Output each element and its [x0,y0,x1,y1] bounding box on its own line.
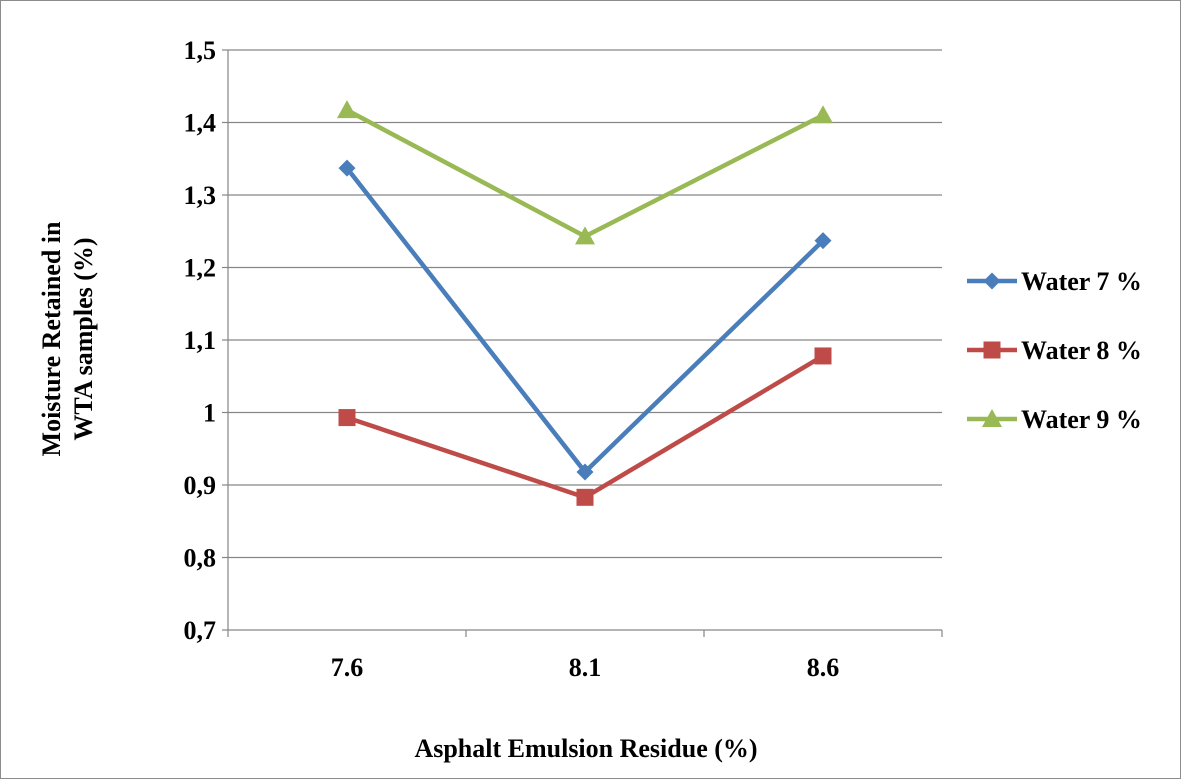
legend-label: Water 8 % [1021,336,1142,365]
x-tick-labels: 7.6 8.1 8.6 [331,653,840,682]
x-tick-label: 7.6 [331,653,364,682]
legend-label: Water 7 % [1021,267,1142,296]
y-tick-label: 0,9 [184,471,217,500]
data-point [814,232,832,250]
y-tick-label: 0,8 [184,544,217,573]
x-axis-title: Asphalt Emulsion Residue (%) [414,734,757,763]
series-line [345,166,825,475]
legend-marker [983,272,1001,290]
series-line [345,108,825,239]
data-point [575,226,595,245]
data-point [337,100,357,119]
y-tick-label: 1,2 [184,254,217,283]
y-tick-label: 1,5 [184,36,217,65]
axes [222,49,943,637]
y-axis-title-line-1: Moisture Retained in [37,221,66,456]
series-group [337,100,833,506]
legend: Water 7 % Water 8 % Water 9 % [967,267,1142,434]
gridlines [228,49,942,559]
y-axis-title: Moisture Retained in WTA samples (%) [37,221,98,456]
data-point [576,488,594,506]
y-tick-label: 1,1 [184,326,217,355]
data-point [576,463,594,481]
y-tick-label: 1,4 [184,109,217,138]
y-tick-label: 1 [203,399,216,428]
data-point [338,159,356,177]
x-tick-label: 8.1 [569,653,602,682]
y-tick-label: 0,7 [184,616,217,645]
y-tick-label: 1,3 [184,181,217,210]
data-point [814,347,832,365]
legend-label: Water 9 % [1021,405,1142,434]
legend-marker [982,409,1002,427]
x-tick-label: 8.6 [807,653,840,682]
data-point [338,409,356,427]
legend-marker [983,341,1001,359]
y-tick-labels: 0,7 0,8 0,9 1 1,1 1,2 1,3 1,4 1,5 [184,36,217,645]
data-point [813,105,833,124]
y-axis-title-line-2: WTA samples (%) [69,237,98,440]
